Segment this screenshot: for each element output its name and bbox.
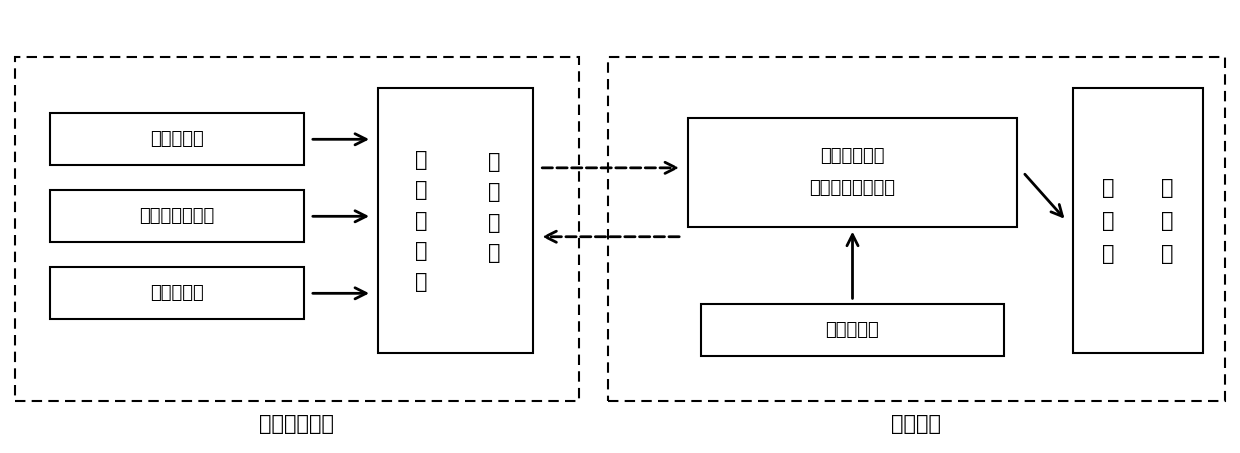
Text: 数学建模系统
专家分析决策系统: 数学建模系统 专家分析决策系统 (810, 147, 895, 197)
Bar (378, 88, 533, 353)
Bar (1073, 88, 1203, 353)
Text: 标准模型库: 标准模型库 (826, 321, 879, 338)
Bar (701, 304, 1004, 356)
Bar (50, 190, 304, 242)
Text: 最
调
建: 最 调 建 (1101, 178, 1114, 264)
Text: 激光角度测量仪: 激光角度测量仪 (139, 207, 215, 225)
Text: 激光测距仪: 激光测距仪 (150, 130, 203, 148)
Bar (15, 57, 579, 401)
Text: 激光水平仪: 激光水平仪 (150, 284, 203, 302)
Bar (50, 113, 304, 165)
Bar (608, 57, 1225, 401)
Text: 数
采
与
输
置: 数 采 与 输 置 (415, 150, 428, 292)
Bar (688, 118, 1017, 226)
Bar (50, 267, 304, 319)
Text: 优
试
议: 优 试 议 (1162, 178, 1174, 264)
Text: 据
集
传
装: 据 集 传 装 (489, 152, 501, 263)
Text: 办公电脑: 办公电脑 (892, 414, 941, 434)
Text: 现场测量装置: 现场测量装置 (259, 414, 335, 434)
